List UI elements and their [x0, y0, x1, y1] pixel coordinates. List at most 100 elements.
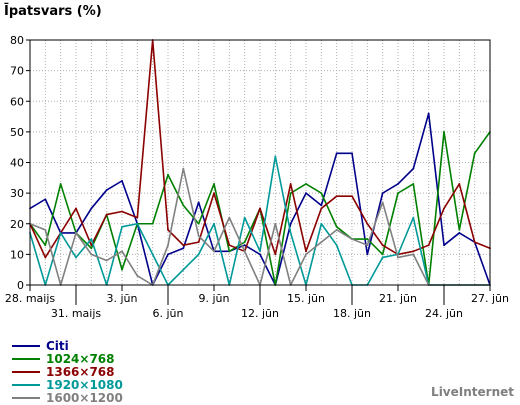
data-point — [59, 232, 62, 234]
x-tick-label: 27. jūn — [471, 292, 509, 305]
data-point — [458, 232, 461, 234]
data-point — [182, 167, 185, 170]
data-point — [243, 241, 246, 244]
data-point — [274, 222, 277, 225]
data-point — [121, 225, 123, 228]
data-point — [44, 198, 47, 201]
data-point — [243, 250, 246, 253]
x-tick-label: 21. jūn — [379, 292, 417, 305]
data-point — [228, 216, 231, 219]
data-point — [167, 173, 169, 176]
data-point — [366, 238, 369, 240]
y-tick-label: 50 — [10, 126, 24, 139]
data-point — [213, 222, 215, 225]
data-point — [228, 250, 231, 253]
data-point — [351, 238, 353, 240]
data-point — [412, 167, 415, 170]
axes: 0 10 20 30 40 50 60 70 80 28. maijs 31. maijs 3. jū… — [5, 34, 509, 320]
data-point — [75, 207, 77, 210]
data-point — [44, 228, 47, 231]
legend-label: 1600×1200 — [46, 390, 123, 405]
data-point — [121, 210, 123, 213]
data-point — [443, 207, 445, 210]
data-point — [366, 253, 369, 256]
data-point — [351, 152, 353, 155]
data-point — [381, 244, 384, 247]
data-point — [197, 201, 200, 204]
data-point — [243, 244, 246, 247]
data-point — [305, 253, 307, 256]
data-point — [397, 192, 399, 195]
y-tick-label: 30 — [10, 187, 24, 200]
data-point — [289, 222, 292, 225]
data-point — [105, 189, 108, 191]
data-point — [182, 268, 185, 271]
data-point — [259, 253, 261, 256]
legend-item-1024x768: 1024×768 — [12, 352, 123, 366]
data-point — [458, 183, 461, 185]
data-point — [458, 228, 461, 231]
legend-item-1600x1200: 1600×1200 — [12, 390, 123, 405]
data-point — [167, 253, 169, 256]
data-point — [182, 247, 185, 250]
legend-label: Citi — [46, 338, 69, 353]
data-point — [289, 192, 292, 195]
data-point — [351, 195, 353, 198]
data-point — [381, 256, 384, 259]
data-point — [366, 222, 369, 225]
data-point — [320, 192, 323, 195]
x-tick-label: 6. jūn — [153, 307, 184, 320]
y-tick-label: 80 — [10, 34, 24, 47]
data-point — [381, 253, 384, 256]
data-point — [182, 204, 185, 207]
legend-swatch — [12, 357, 40, 360]
data-point — [197, 253, 200, 256]
legend-item-1366x768: 1366×768 — [12, 365, 123, 379]
y-tick-label: 10 — [10, 248, 24, 261]
data-point — [289, 183, 292, 185]
y-tick-label: 60 — [10, 95, 24, 108]
data-point — [197, 241, 200, 244]
data-point — [90, 238, 93, 240]
data-point — [213, 192, 215, 195]
x-tick-label: 28. maijs — [5, 292, 56, 305]
data-point — [320, 207, 323, 210]
data-point — [412, 253, 415, 256]
data-point — [305, 192, 307, 195]
data-point — [44, 244, 47, 247]
data-point — [105, 213, 108, 216]
data-point — [213, 250, 215, 253]
data-point — [182, 244, 185, 247]
brand-logo: LiveInternet — [431, 385, 514, 399]
legend-swatch — [12, 344, 40, 347]
data-point — [320, 222, 323, 225]
legend-label: 1920×1080 — [46, 377, 123, 392]
data-point — [473, 241, 476, 244]
data-point — [136, 222, 139, 225]
x-tick-label: 24. jūn — [425, 307, 463, 320]
x-tick-label: 18. jūn — [333, 307, 371, 320]
data-point — [320, 241, 323, 244]
x-tick-label: 12. jūn — [241, 307, 279, 320]
data-point — [443, 244, 445, 247]
data-point — [397, 183, 399, 185]
data-point — [167, 244, 169, 247]
data-point — [197, 222, 200, 225]
data-point — [412, 216, 415, 219]
legend-item-citi: Citi — [12, 338, 123, 353]
data-point — [412, 183, 415, 185]
data-point — [151, 253, 154, 256]
data-point — [335, 244, 338, 247]
data-point — [90, 244, 93, 247]
y-tick-label: 0 — [17, 279, 24, 292]
data-point — [320, 204, 323, 207]
data-point — [167, 228, 169, 231]
data-point — [397, 256, 399, 259]
data-point — [243, 216, 246, 219]
data-point — [412, 250, 415, 253]
data-point — [75, 232, 77, 234]
x-tick-label: 9. jūn — [199, 292, 230, 305]
data-point — [274, 253, 277, 256]
data-point — [151, 222, 154, 225]
